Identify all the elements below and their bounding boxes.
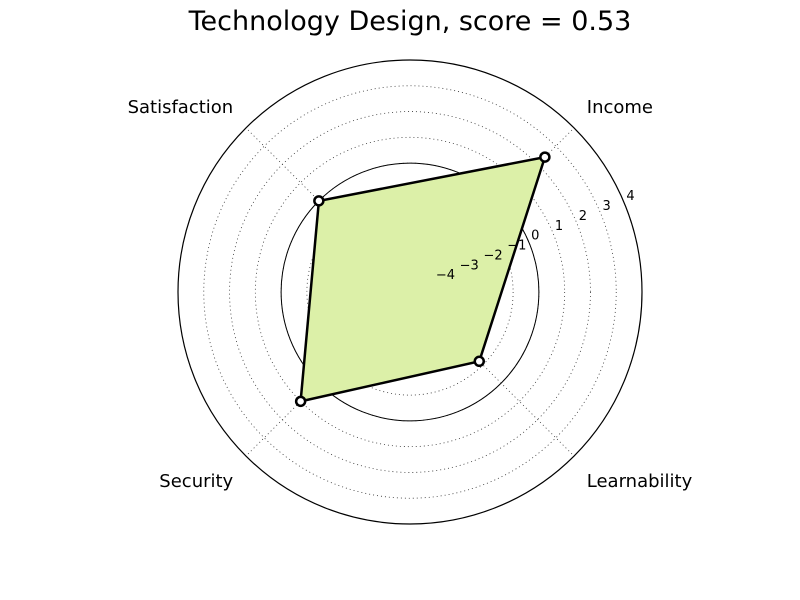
radial-tick-label: 4 <box>626 189 634 204</box>
data-point-satisfaction <box>313 195 325 207</box>
axis-label-security: Security <box>159 471 233 492</box>
chart-title: Technology Design, score = 0.53 <box>188 6 632 37</box>
grid-ring <box>203 85 617 499</box>
radial-tick-label: 2 <box>579 209 587 224</box>
series-layer <box>294 151 551 408</box>
radial-tick-label: 1 <box>555 219 563 234</box>
radial-tick-label: −3 <box>460 258 479 273</box>
grid-ring <box>229 111 591 473</box>
axis-label-income: Income <box>587 97 653 118</box>
grid-ring <box>306 188 514 396</box>
data-point-income <box>539 151 551 163</box>
radial-tick-label: 3 <box>603 199 611 214</box>
zero-reference-circle <box>280 162 540 422</box>
data-point-security <box>294 395 307 408</box>
data-polygon <box>299 155 547 403</box>
radial-tick-label: −2 <box>483 248 502 263</box>
axis-label-learnability: Learnability <box>587 471 693 492</box>
radial-tick-label: −1 <box>507 239 526 254</box>
outer-frame-circle <box>177 59 643 525</box>
radial-tick-label: 0 <box>531 229 539 244</box>
label-layer: Income Learnability Security Satisfaction −4… <box>128 97 693 492</box>
data-point-learnability <box>473 355 486 368</box>
axis-label-satisfaction: Satisfaction <box>128 97 234 118</box>
grid-ring <box>254 136 566 448</box>
radial-tick-label: −4 <box>436 268 455 283</box>
grid-spoke-learnability <box>409 291 575 457</box>
